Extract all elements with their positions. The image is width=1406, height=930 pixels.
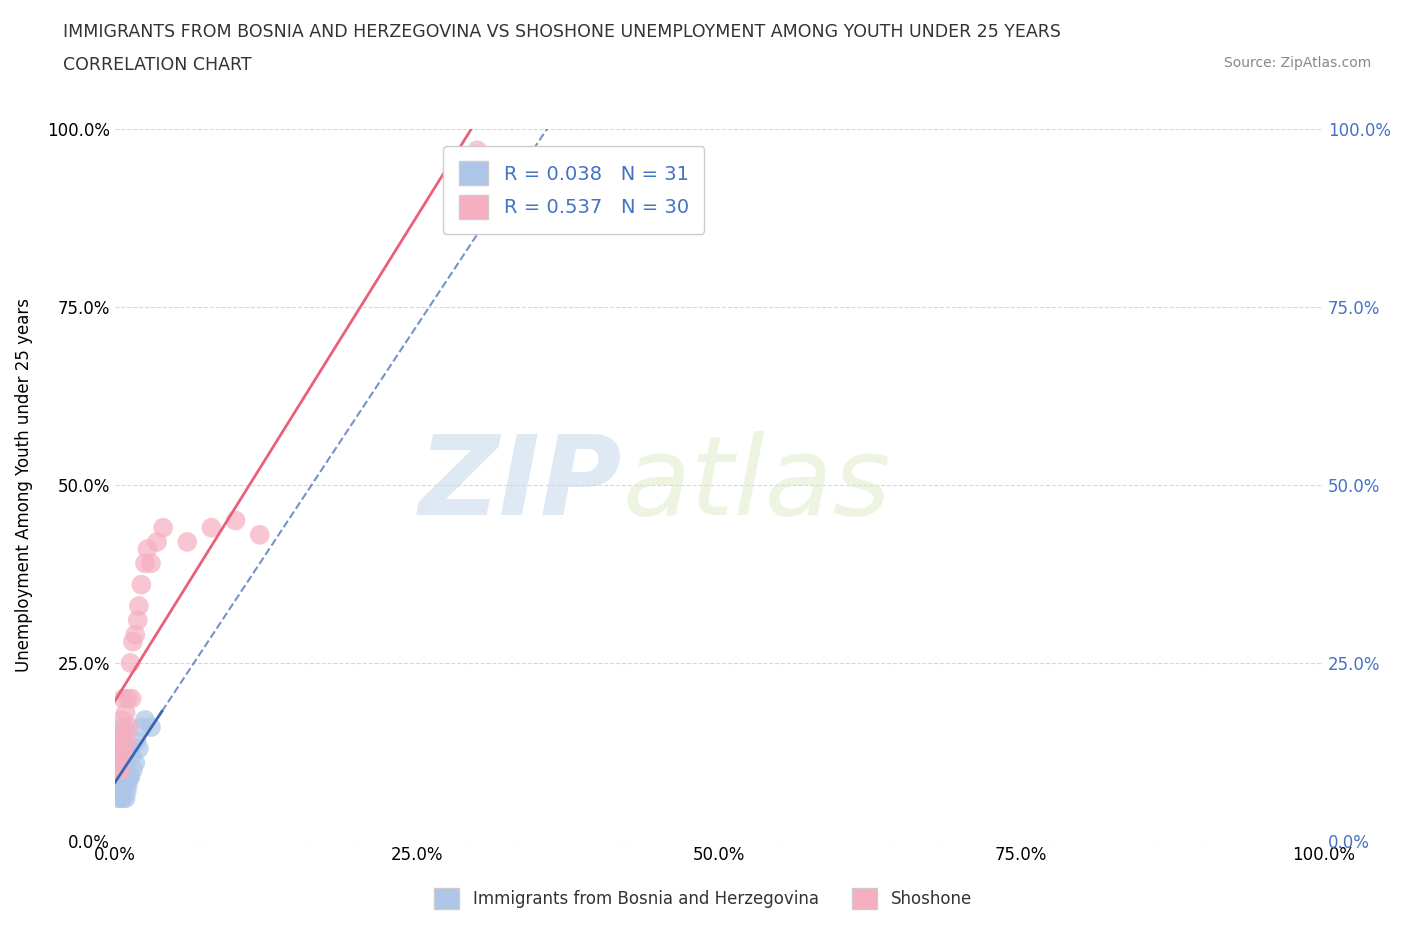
Point bbox=[139, 556, 162, 571]
Point bbox=[111, 748, 134, 763]
Text: CORRELATION CHART: CORRELATION CHART bbox=[63, 56, 252, 73]
Point bbox=[111, 777, 134, 791]
Point bbox=[225, 513, 247, 528]
Point bbox=[139, 720, 162, 735]
Point bbox=[112, 763, 135, 777]
Point bbox=[112, 691, 135, 706]
Point bbox=[115, 741, 138, 756]
Point bbox=[122, 634, 145, 649]
Point bbox=[134, 556, 156, 571]
Point bbox=[124, 627, 146, 642]
Legend: Immigrants from Bosnia and Herzegovina, Shoshone: Immigrants from Bosnia and Herzegovina, … bbox=[426, 880, 980, 917]
Point bbox=[127, 613, 149, 628]
Text: IMMIGRANTS FROM BOSNIA AND HERZEGOVINA VS SHOSHONE UNEMPLOYMENT AMONG YOUTH UNDE: IMMIGRANTS FROM BOSNIA AND HERZEGOVINA V… bbox=[63, 23, 1062, 41]
Text: Source: ZipAtlas.com: Source: ZipAtlas.com bbox=[1223, 56, 1371, 70]
Text: ZIP: ZIP bbox=[419, 432, 623, 538]
Y-axis label: Unemployment Among Youth under 25 years: Unemployment Among Youth under 25 years bbox=[15, 298, 32, 672]
Point bbox=[128, 599, 150, 614]
Point bbox=[112, 741, 135, 756]
Text: atlas: atlas bbox=[623, 432, 891, 538]
Point bbox=[107, 763, 129, 777]
Point bbox=[111, 712, 134, 727]
Point bbox=[120, 769, 142, 784]
Point bbox=[176, 535, 198, 550]
Point bbox=[117, 691, 139, 706]
Point bbox=[112, 741, 135, 756]
Point bbox=[128, 741, 150, 756]
Point bbox=[110, 790, 132, 805]
Point bbox=[114, 790, 136, 805]
Point bbox=[118, 720, 141, 735]
Point bbox=[114, 755, 136, 770]
Point bbox=[134, 712, 156, 727]
Point bbox=[124, 755, 146, 770]
Point bbox=[115, 784, 138, 799]
Point bbox=[249, 527, 271, 542]
Point bbox=[110, 769, 132, 784]
Point bbox=[112, 720, 135, 735]
Point bbox=[108, 784, 131, 799]
Point bbox=[122, 763, 145, 777]
Point bbox=[115, 734, 138, 749]
Point bbox=[112, 790, 135, 805]
Point bbox=[112, 726, 135, 741]
Point bbox=[110, 734, 132, 749]
Point bbox=[146, 535, 169, 550]
Point bbox=[112, 777, 135, 791]
Point bbox=[114, 705, 136, 720]
Point bbox=[152, 520, 174, 535]
Point bbox=[118, 741, 141, 756]
Point bbox=[110, 726, 132, 741]
Point bbox=[107, 790, 129, 805]
Point bbox=[121, 691, 143, 706]
Point bbox=[465, 143, 488, 158]
Point bbox=[108, 748, 131, 763]
Point bbox=[125, 734, 148, 749]
Point bbox=[107, 763, 129, 777]
Point bbox=[131, 578, 153, 592]
Point bbox=[121, 748, 143, 763]
Point bbox=[118, 769, 141, 784]
Point bbox=[110, 763, 132, 777]
Point bbox=[200, 520, 222, 535]
Point bbox=[136, 541, 159, 556]
Point bbox=[117, 777, 139, 791]
Point bbox=[111, 726, 134, 741]
Point bbox=[120, 656, 142, 671]
Point bbox=[108, 748, 131, 763]
Legend: R = 0.038   N = 31, R = 0.537   N = 30: R = 0.038 N = 31, R = 0.537 N = 30 bbox=[443, 146, 704, 234]
Point bbox=[107, 741, 129, 756]
Point bbox=[131, 720, 153, 735]
